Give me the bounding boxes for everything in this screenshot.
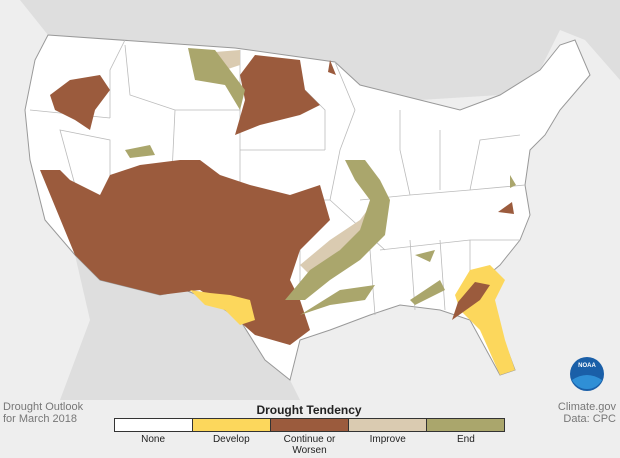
legend-swatch: [193, 419, 271, 431]
canada: [0, 0, 620, 100]
end-area: [410, 280, 445, 305]
caption: Drought Outlook for March 2018: [3, 401, 83, 425]
legend-swatch: [427, 419, 504, 431]
credit: Climate.gov Data: CPC: [558, 401, 616, 425]
credit-line: Data: CPC: [563, 413, 616, 425]
continue-area: [235, 55, 320, 135]
mexico: [60, 255, 300, 400]
legend-label: Improve: [369, 434, 406, 445]
legend-swatch: [271, 419, 349, 431]
caption-line: Drought Outlook: [3, 401, 84, 413]
legend-label: None: [141, 434, 166, 445]
end-area: [188, 48, 245, 110]
legend-label: Continue or Worsen: [283, 434, 336, 456]
continue-area: [452, 282, 490, 320]
continue-area: [498, 202, 514, 214]
credit-line: Climate.gov: [557, 401, 616, 413]
legend-labels: None Develop Continue or Worsen Improve End: [114, 434, 505, 456]
legend-swatch: [115, 419, 193, 431]
legend-title: Drought Tendency: [256, 403, 362, 417]
drought-areas: [40, 48, 516, 375]
end-area: [285, 160, 390, 300]
legend-label: End: [457, 434, 475, 445]
noaa-logo: NOAA: [570, 357, 604, 391]
end-area: [125, 145, 155, 158]
caption-line: for March 2018: [3, 413, 77, 425]
end-area: [300, 285, 375, 315]
develop-area: [190, 290, 255, 325]
end-area: [415, 250, 435, 262]
improve-area: [215, 50, 240, 70]
logo-wave: [572, 375, 602, 389]
develop-area: [455, 265, 515, 375]
legend-swatch: [349, 419, 427, 431]
continue-area: [328, 60, 336, 75]
continue-area: [50, 75, 110, 130]
legend-label: Develop: [212, 434, 250, 445]
legend-bar: [114, 418, 505, 432]
logo-text: NOAA: [578, 363, 596, 369]
end-area: [510, 175, 516, 188]
continue-area: [40, 160, 330, 345]
